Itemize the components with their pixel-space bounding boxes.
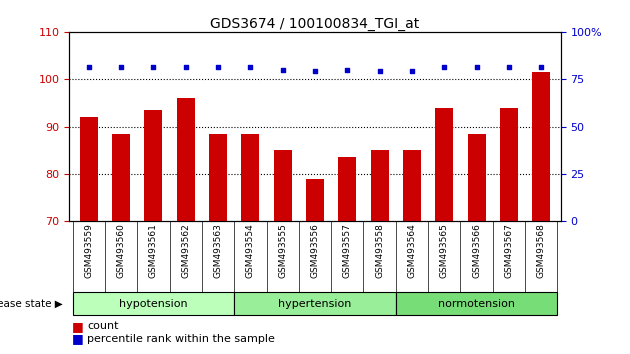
Bar	[403, 150, 421, 221]
Bar	[112, 134, 130, 221]
Bar	[467, 134, 486, 221]
Point	[375, 68, 385, 74]
Bar	[532, 72, 550, 221]
Text: GSM493556: GSM493556	[311, 223, 319, 278]
Point	[213, 64, 223, 70]
Point	[310, 68, 320, 74]
Point	[278, 67, 288, 73]
Text: GSM493555: GSM493555	[278, 223, 287, 278]
Point	[439, 64, 449, 70]
Bar	[500, 108, 518, 221]
Text: ■: ■	[72, 320, 88, 333]
Text: GSM493561: GSM493561	[149, 223, 158, 278]
Text: GSM493557: GSM493557	[343, 223, 352, 278]
Text: hypertension: hypertension	[278, 298, 352, 309]
Text: GSM493559: GSM493559	[84, 223, 93, 278]
Text: percentile rank within the sample: percentile rank within the sample	[87, 334, 275, 344]
Point	[536, 64, 546, 70]
Text: GSM493563: GSM493563	[214, 223, 222, 278]
Text: GSM493554: GSM493554	[246, 223, 255, 278]
Text: disease state ▶: disease state ▶	[0, 298, 63, 309]
Bar	[274, 150, 292, 221]
Text: GSM493562: GSM493562	[181, 223, 190, 278]
Text: GSM493558: GSM493558	[375, 223, 384, 278]
Bar	[177, 98, 195, 221]
Text: GSM493568: GSM493568	[537, 223, 546, 278]
Text: GSM493560: GSM493560	[117, 223, 125, 278]
Text: GSM493566: GSM493566	[472, 223, 481, 278]
Point	[245, 64, 255, 70]
Text: GSM493567: GSM493567	[505, 223, 513, 278]
Point	[148, 64, 158, 70]
Text: ■: ■	[72, 332, 88, 346]
Bar	[241, 134, 259, 221]
Bar	[144, 110, 163, 221]
Point	[181, 64, 191, 70]
Bar	[338, 157, 356, 221]
Bar	[72, 292, 234, 315]
Bar	[80, 117, 98, 221]
Bar	[234, 292, 396, 315]
Bar	[396, 292, 558, 315]
Text: hypotension: hypotension	[119, 298, 188, 309]
Title: GDS3674 / 100100834_TGI_at: GDS3674 / 100100834_TGI_at	[210, 17, 420, 31]
Point	[342, 67, 352, 73]
Bar	[371, 150, 389, 221]
Bar	[209, 134, 227, 221]
Bar	[435, 108, 453, 221]
Text: count: count	[87, 321, 118, 331]
Point	[472, 64, 482, 70]
Text: GSM493564: GSM493564	[408, 223, 416, 278]
Point	[407, 68, 417, 74]
Text: normotension: normotension	[438, 298, 515, 309]
Text: GSM493565: GSM493565	[440, 223, 449, 278]
Point	[116, 64, 126, 70]
Bar	[306, 179, 324, 221]
Point	[84, 64, 94, 70]
Point	[504, 64, 514, 70]
